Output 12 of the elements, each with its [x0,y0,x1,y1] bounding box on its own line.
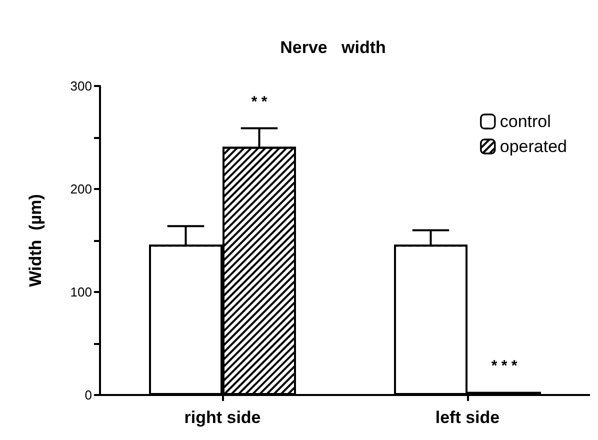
y-tick-label: 200 [70,182,92,196]
x-tick-label: left side [435,408,500,427]
annotation: * * * [491,357,518,374]
legend-label: operated [500,137,568,156]
legend-label: control [500,112,551,131]
y-tick-label: 100 [70,284,92,300]
chart-title: Nerve width [280,38,386,57]
x-tick-label: right side [184,408,261,427]
annotation: * * [251,94,268,111]
y-tick-label: 300 [70,78,92,94]
y-axis-title: Width (µm) [26,194,45,287]
y-tick-label: 0 [84,388,92,402]
